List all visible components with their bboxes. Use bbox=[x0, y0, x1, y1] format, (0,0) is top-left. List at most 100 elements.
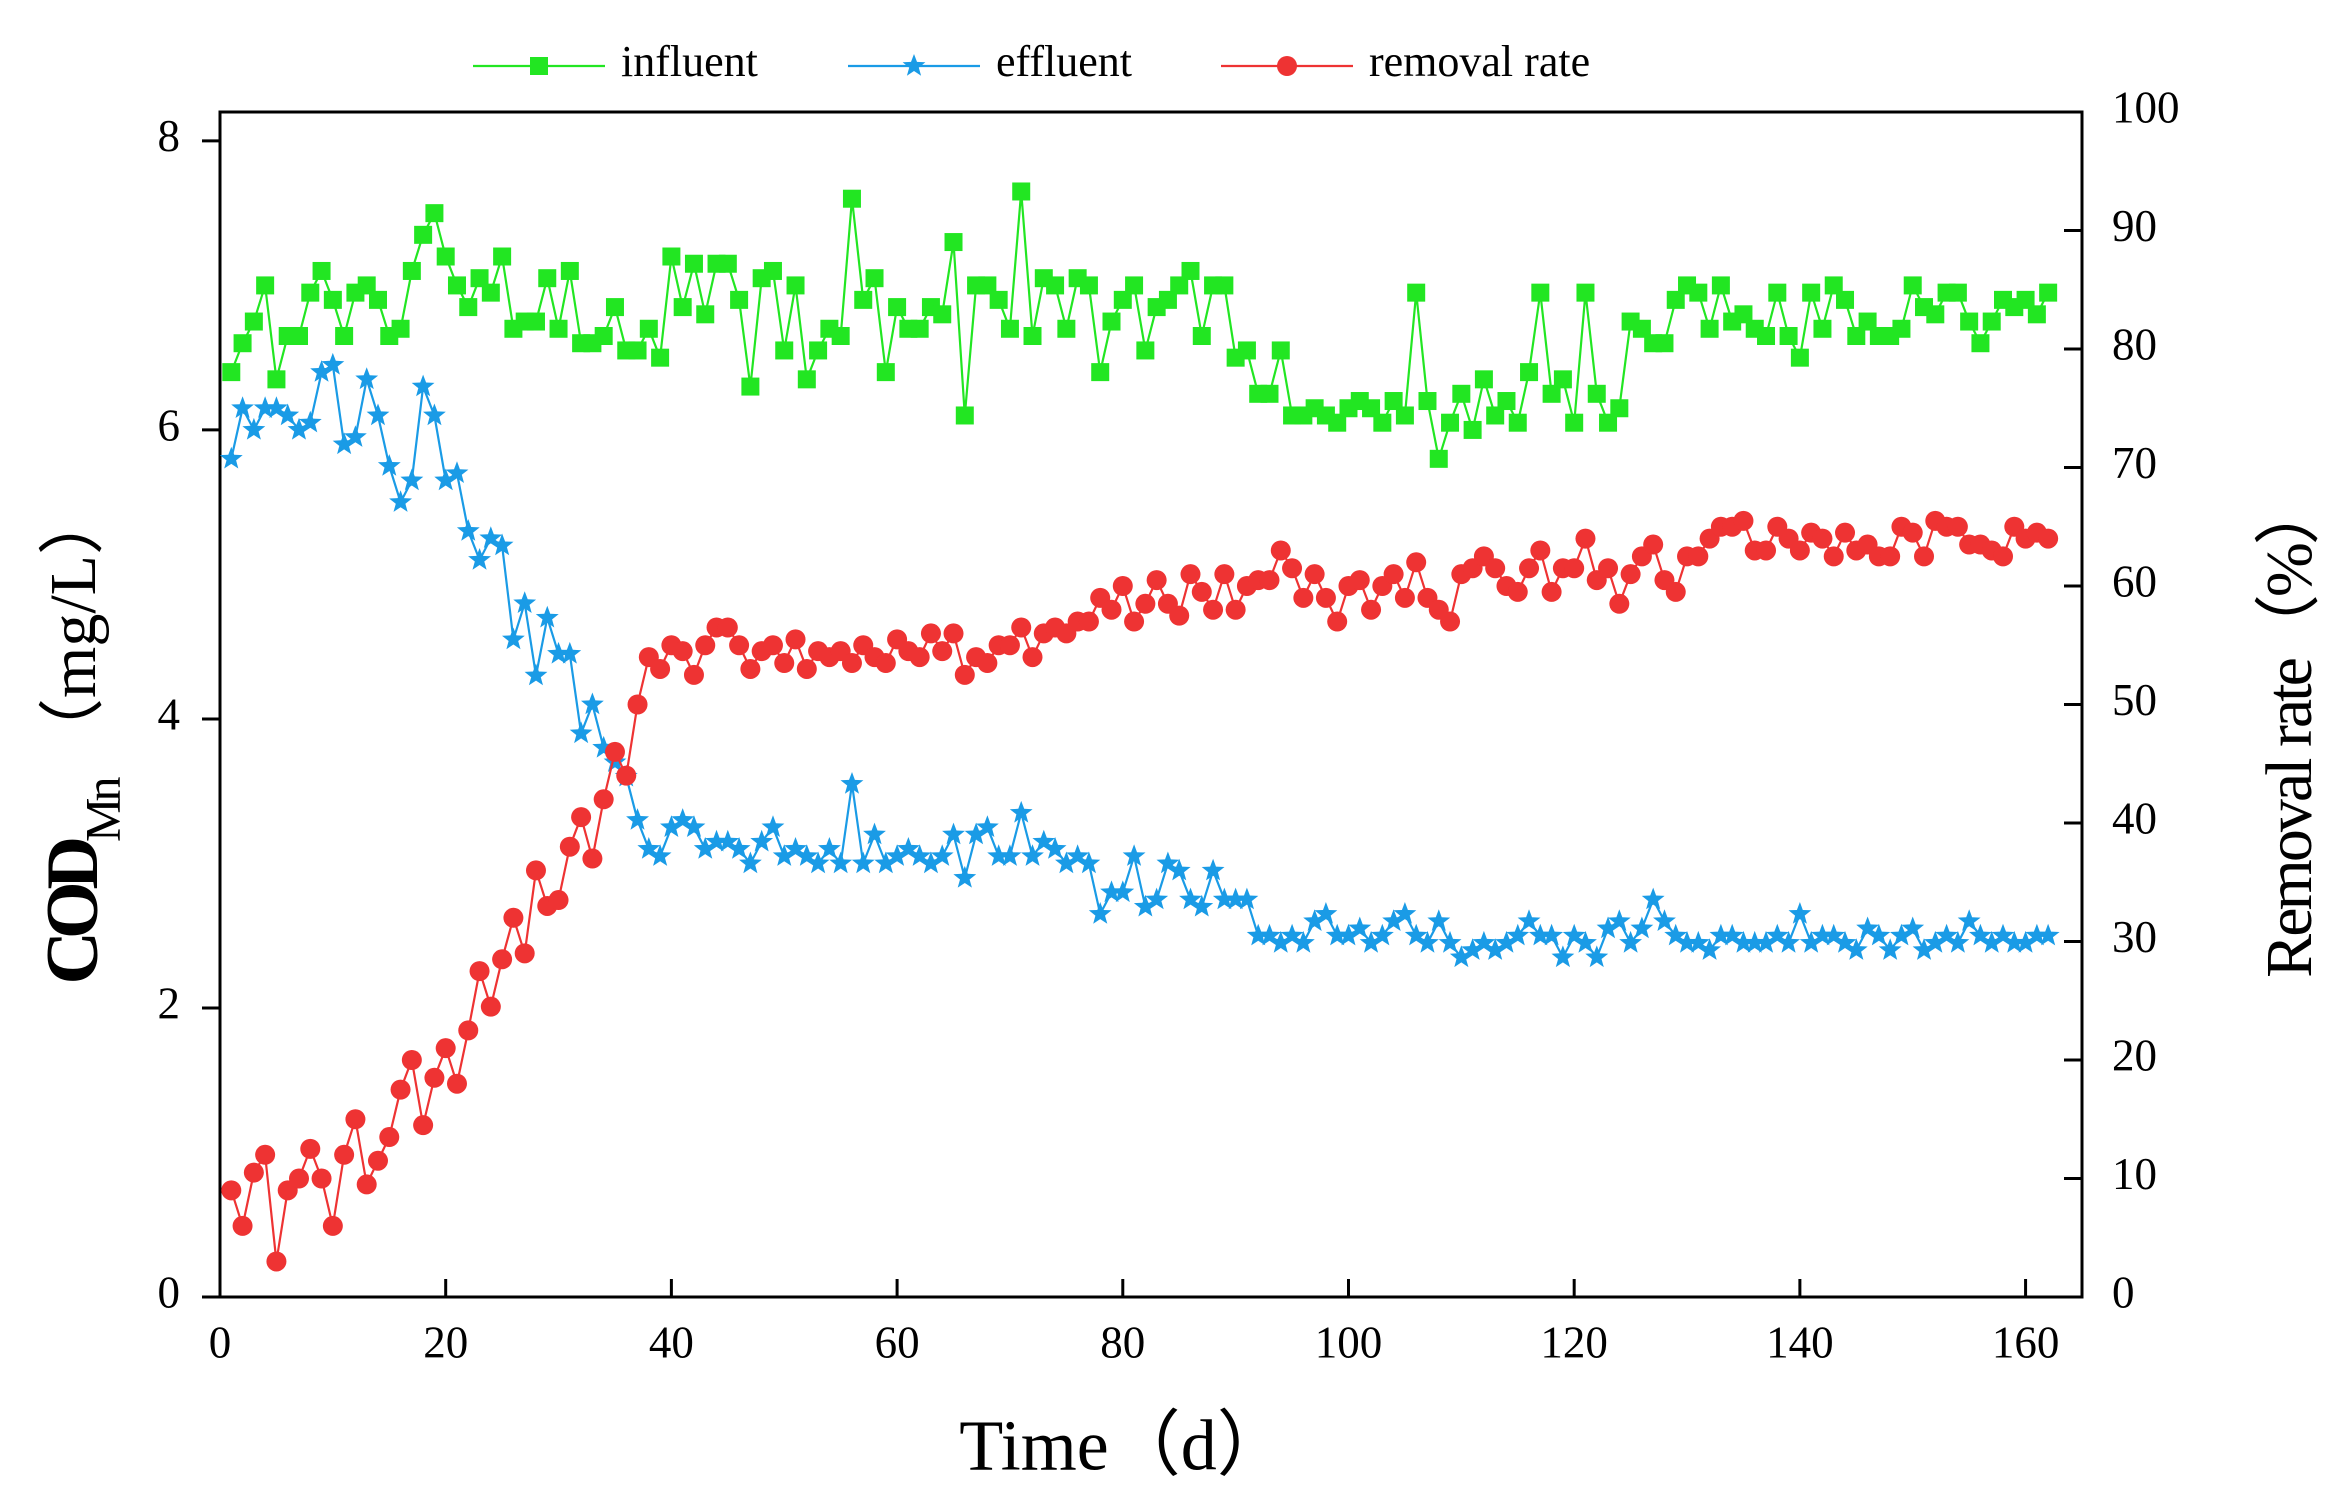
marker bbox=[999, 635, 1020, 656]
marker bbox=[727, 837, 751, 859]
marker bbox=[1102, 312, 1121, 331]
series bbox=[221, 510, 2059, 1272]
marker bbox=[729, 635, 750, 656]
marker bbox=[1947, 516, 1968, 537]
marker bbox=[1012, 182, 1031, 201]
marker bbox=[1585, 945, 1609, 968]
marker bbox=[1303, 909, 1326, 931]
marker bbox=[1395, 406, 1414, 425]
marker bbox=[1528, 923, 1552, 946]
marker bbox=[1156, 851, 1180, 874]
marker bbox=[1133, 894, 1157, 917]
y2-tick-label: 90 bbox=[2112, 201, 2157, 251]
marker bbox=[332, 432, 356, 455]
marker bbox=[1181, 261, 1200, 280]
marker bbox=[1530, 540, 1551, 561]
y2-tick-label: 20 bbox=[2112, 1030, 2157, 1080]
marker bbox=[1779, 326, 1798, 345]
marker bbox=[762, 635, 783, 656]
marker bbox=[424, 1067, 445, 1088]
marker bbox=[1259, 570, 1280, 591]
marker bbox=[1136, 341, 1155, 360]
marker bbox=[1655, 334, 1674, 353]
marker bbox=[1461, 938, 1484, 960]
marker bbox=[414, 225, 433, 244]
marker bbox=[1373, 413, 1392, 432]
marker bbox=[1754, 930, 1778, 953]
marker bbox=[650, 658, 671, 679]
marker bbox=[1824, 276, 1843, 295]
legend-label: effluent bbox=[996, 37, 1132, 86]
marker bbox=[1948, 283, 1967, 302]
marker bbox=[435, 1038, 456, 1059]
marker bbox=[593, 789, 614, 810]
marker bbox=[908, 844, 932, 866]
marker bbox=[355, 367, 379, 390]
marker bbox=[1282, 558, 1303, 579]
marker bbox=[1598, 558, 1619, 579]
marker bbox=[1946, 930, 1970, 953]
x-tick-label: 140 bbox=[1766, 1317, 1834, 1367]
y-axis-title-sub: Mn bbox=[74, 777, 130, 842]
marker bbox=[1486, 406, 1505, 425]
marker bbox=[660, 815, 683, 837]
y2-tick-label: 80 bbox=[2112, 319, 2157, 369]
marker bbox=[535, 605, 559, 628]
marker bbox=[1440, 611, 1461, 632]
marker bbox=[1720, 923, 1744, 946]
marker bbox=[718, 254, 737, 273]
x-tick-label: 20 bbox=[423, 1317, 468, 1367]
marker bbox=[233, 334, 252, 353]
marker bbox=[1404, 923, 1428, 946]
marker bbox=[865, 269, 884, 288]
marker bbox=[1822, 923, 1846, 946]
marker bbox=[1348, 916, 1372, 939]
marker bbox=[955, 406, 974, 425]
marker bbox=[1112, 576, 1133, 596]
marker bbox=[998, 844, 1022, 866]
marker bbox=[445, 461, 469, 483]
marker bbox=[875, 653, 896, 674]
marker bbox=[673, 298, 692, 317]
marker bbox=[740, 658, 761, 679]
marker bbox=[2039, 283, 2058, 302]
marker bbox=[1370, 923, 1394, 946]
x-tick-label: 60 bbox=[875, 1317, 920, 1367]
marker bbox=[402, 261, 421, 280]
marker bbox=[1880, 546, 1901, 567]
marker bbox=[1709, 923, 1733, 946]
marker bbox=[1542, 384, 1561, 403]
marker bbox=[288, 1168, 309, 1189]
marker bbox=[231, 396, 254, 418]
marker bbox=[954, 664, 975, 685]
marker bbox=[797, 370, 816, 389]
series bbox=[219, 352, 2060, 968]
marker bbox=[1124, 611, 1145, 632]
marker bbox=[897, 837, 920, 859]
legend-label: removal rate bbox=[1369, 37, 1590, 86]
marker bbox=[530, 57, 548, 75]
marker bbox=[1088, 902, 1112, 924]
marker bbox=[1632, 319, 1651, 338]
marker bbox=[1235, 887, 1259, 910]
marker bbox=[1214, 564, 1235, 585]
marker bbox=[909, 647, 930, 668]
marker bbox=[785, 629, 806, 650]
marker bbox=[1167, 858, 1191, 881]
marker bbox=[312, 261, 331, 280]
marker bbox=[1483, 938, 1507, 960]
marker bbox=[919, 851, 943, 874]
marker bbox=[492, 949, 513, 970]
marker bbox=[1258, 923, 1281, 946]
marker bbox=[730, 290, 749, 309]
marker bbox=[558, 641, 582, 664]
y-tick-label: 0 bbox=[158, 1267, 181, 1317]
marker bbox=[1361, 599, 1382, 620]
marker bbox=[265, 396, 288, 418]
marker bbox=[1643, 534, 1664, 555]
marker bbox=[1812, 528, 1833, 549]
marker bbox=[876, 363, 895, 382]
marker bbox=[1011, 617, 1032, 638]
marker bbox=[379, 1127, 400, 1148]
marker bbox=[1700, 319, 1719, 338]
